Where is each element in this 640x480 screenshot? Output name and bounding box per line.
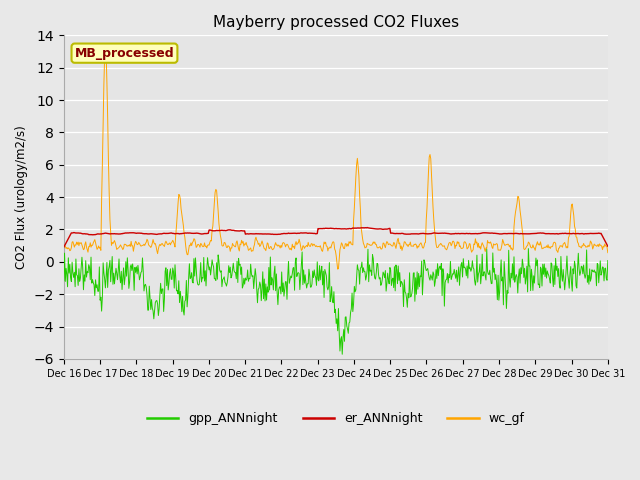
er_ANNnight	[210, 228, 218, 234]
gpp_ANNnight	[181, 299, 189, 304]
wc_gf	[182, 242, 189, 248]
wc_gf	[102, 46, 109, 52]
Line: gpp_ANNnight: gpp_ANNnight	[64, 249, 608, 354]
wc_gf	[419, 245, 427, 251]
er_ANNnight	[403, 231, 410, 237]
gpp_ANNnight	[210, 264, 218, 270]
wc_gf	[211, 200, 218, 205]
er_ANNnight	[126, 230, 134, 236]
gpp_ANNnight	[60, 277, 68, 283]
er_ANNnight	[604, 243, 612, 249]
Text: MB_processed: MB_processed	[75, 47, 174, 60]
er_ANNnight	[60, 244, 68, 250]
gpp_ANNnight	[419, 292, 426, 298]
er_ANNnight	[419, 230, 426, 236]
wc_gf	[334, 266, 342, 272]
Y-axis label: CO2 Flux (urology/m2/s): CO2 Flux (urology/m2/s)	[15, 125, 28, 269]
gpp_ANNnight	[70, 275, 77, 280]
gpp_ANNnight	[126, 279, 134, 285]
er_ANNnight	[364, 225, 371, 230]
wc_gf	[60, 248, 68, 253]
er_ANNnight	[181, 230, 189, 236]
wc_gf	[403, 242, 411, 248]
gpp_ANNnight	[403, 295, 410, 301]
wc_gf	[70, 241, 77, 247]
Legend: gpp_ANNnight, er_ANNnight, wc_gf: gpp_ANNnight, er_ANNnight, wc_gf	[142, 407, 530, 430]
gpp_ANNnight	[525, 246, 532, 252]
Line: er_ANNnight: er_ANNnight	[64, 228, 608, 247]
er_ANNnight	[70, 230, 77, 236]
Title: Mayberry processed CO2 Fluxes: Mayberry processed CO2 Fluxes	[212, 15, 459, 30]
wc_gf	[127, 243, 134, 249]
wc_gf	[604, 250, 612, 255]
Line: wc_gf: wc_gf	[64, 49, 608, 269]
gpp_ANNnight	[339, 351, 346, 357]
gpp_ANNnight	[604, 258, 612, 264]
